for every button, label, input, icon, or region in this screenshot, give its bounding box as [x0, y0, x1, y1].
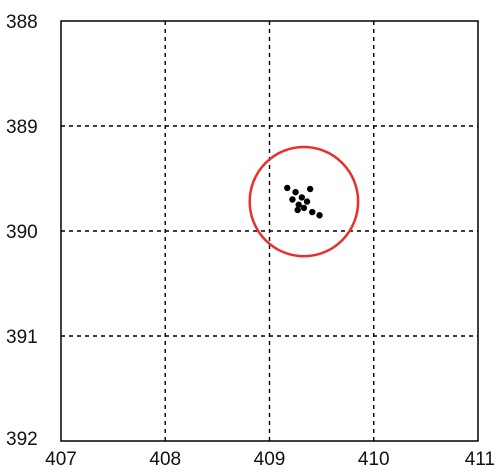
annotations — [248, 145, 360, 258]
y-tick-label: 391 — [6, 327, 38, 348]
data-point — [306, 185, 314, 193]
x-tick-label: 409 — [254, 449, 286, 470]
plot-frame — [60, 20, 479, 442]
data-point — [300, 204, 308, 212]
y-tick-label: 390 — [6, 222, 38, 243]
data-point — [309, 208, 316, 216]
y-tick-label: 388 — [6, 12, 38, 33]
x-tick-label: 411 — [465, 449, 495, 470]
data-point — [303, 198, 311, 205]
grid — [61, 21, 478, 441]
data-point — [292, 188, 299, 196]
data-point — [316, 212, 323, 219]
y-tick-label: 392 — [6, 429, 38, 450]
data-points — [284, 184, 323, 219]
data-point — [298, 194, 306, 201]
data-point — [295, 201, 302, 208]
x-tick-label: 408 — [149, 449, 181, 470]
data-point — [289, 196, 296, 203]
highlight-circle — [248, 145, 360, 258]
x-tick-label: 407 — [45, 449, 77, 470]
data-point — [294, 206, 301, 214]
y-tick-label: 389 — [6, 117, 38, 138]
data-point — [284, 184, 291, 192]
x-tick-label: 410 — [358, 449, 390, 470]
y-tick-labels: 388 389 390 391 392 — [6, 12, 38, 450]
x-tick-labels: 407 408 409 410 411 — [45, 449, 495, 470]
